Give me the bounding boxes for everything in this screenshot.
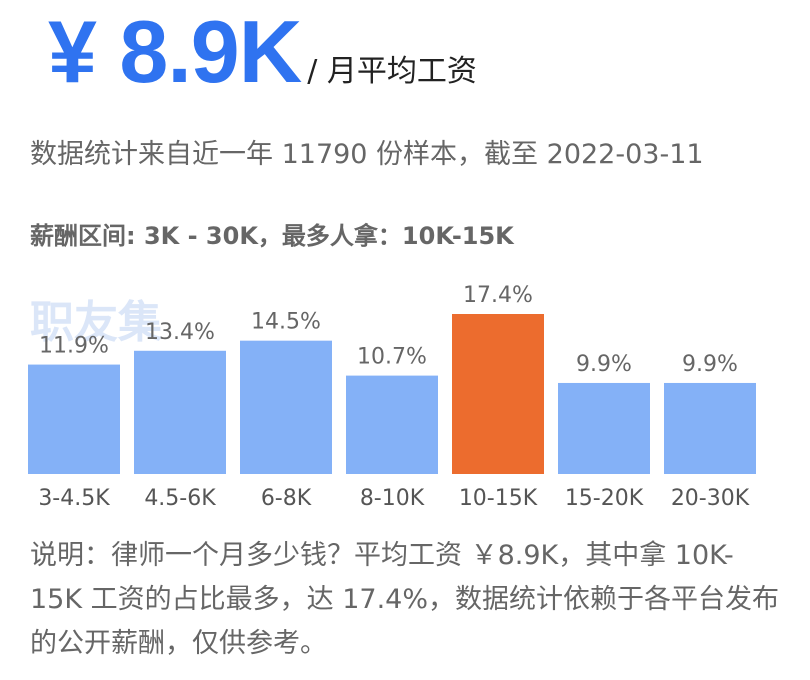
- sample-info: 数据统计来自近一年 11790 份样本，截至 2022-03-11: [30, 139, 704, 170]
- salary-range: 薪酬区间: 3K - 30K，最多人拿：10K-15K: [30, 222, 514, 250]
- bar-20-30K: [664, 382, 756, 474]
- bar-6-8K: [240, 340, 332, 474]
- value-label: 10.7%: [357, 345, 427, 370]
- average-salary-unit: / 月平均工资: [307, 54, 477, 89]
- bar-4.5-6K: [134, 350, 226, 474]
- category-label: 15-20K: [565, 486, 644, 511]
- headline: ¥ 8.9K / 月平均工资: [48, 8, 477, 96]
- value-label: 13.4%: [145, 320, 215, 345]
- bar-8-10K: [346, 375, 438, 474]
- value-label: 11.9%: [39, 334, 109, 359]
- value-label: 9.9%: [682, 352, 738, 377]
- category-label: 3-4.5K: [38, 486, 110, 511]
- value-label: 17.4%: [463, 283, 533, 308]
- description-note: 说明：律师一个月多少钱？平均工资 ￥8.9K，其中拿 10K-15K 工资的占比…: [30, 540, 779, 659]
- category-label: 6-8K: [261, 486, 312, 511]
- category-label: 4.5-6K: [144, 486, 216, 511]
- bar-10-15K: [452, 314, 544, 474]
- salary-distribution-chart: 11.9% 3-4.5K 13.4% 4.5-6K 14.5% 6-8K 10.7% 8-10…: [28, 283, 756, 511]
- category-label: 10-15K: [459, 486, 538, 511]
- value-label: 14.5%: [251, 310, 321, 335]
- average-salary-value: ¥ 8.9K: [48, 2, 302, 101]
- category-label: 8-10K: [360, 486, 425, 511]
- watermark-logo: 职友集: [30, 297, 162, 348]
- bar-3-4.5K: [28, 364, 120, 474]
- value-label: 9.9%: [576, 352, 632, 377]
- category-label: 20-30K: [671, 486, 750, 511]
- bar-15-20K: [558, 382, 650, 474]
